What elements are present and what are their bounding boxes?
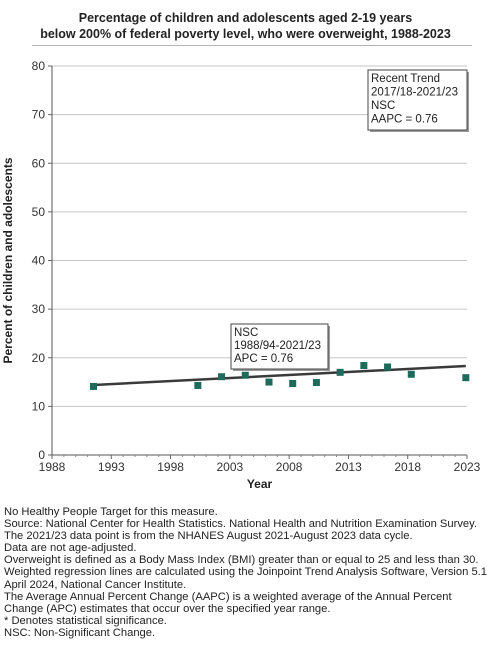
footnote-regression: Weighted regression lines are calculated… (4, 566, 487, 591)
grid-layer (52, 65, 467, 407)
footnote-target: No Healthy People Target for this measur… (4, 506, 218, 518)
overweight-scatter-chart: 0 10 20 30 40 50 60 70 80 1988 1993 1998 2003 2008 201… (1, 59, 481, 491)
y-tick-label: 40 (32, 254, 46, 268)
data-point (312, 379, 320, 387)
footnote-source: Source: National Center for Health Stati… (4, 518, 478, 531)
footnote-significance: * Denotes statistical significance. (4, 614, 167, 627)
data-point (384, 363, 392, 371)
data-point (194, 381, 202, 389)
axis-layer: 0 10 20 30 40 50 60 70 80 1988 1993 1998 2003 2008 201… (32, 59, 481, 474)
annotation-line: AAPC = 0.76 (371, 114, 438, 126)
x-tick-label: 2003 (217, 460, 244, 474)
x-tick-label: 2018 (394, 460, 421, 474)
annotation-box (230, 323, 329, 370)
footnote-data-cycle: The 2021/23 data point is from the NHANE… (4, 530, 413, 543)
point-layer (90, 362, 470, 390)
data-point (289, 380, 297, 388)
chart-title-line-2: below 200% of federal poverty level, who… (40, 27, 451, 41)
chart-title-line-1: Percentage of children and adolescents a… (78, 11, 413, 25)
trend-layer (93, 364, 466, 387)
title-divider (32, 45, 472, 46)
y-tick-label: 10 (32, 399, 46, 413)
y-tick-label: 70 (32, 108, 46, 122)
x-axis-label: Year (247, 477, 273, 491)
data-point (265, 378, 273, 386)
data-point (462, 374, 470, 382)
y-tick-label: 50 (32, 205, 46, 219)
data-point (407, 370, 415, 378)
chart-title: Percentage of children and adolescents a… (0, 10, 491, 42)
y-tick-label: 0 (38, 448, 45, 462)
footnote-overweight-def: Overweight is defined as a Body Mass Ind… (4, 554, 479, 567)
annotation-line: APC = 0.76 (234, 353, 293, 365)
y-tick-label: 80 (32, 59, 46, 73)
x-tick-label: 2013 (335, 460, 362, 474)
annotation-line: 2017/18-2021/23 (371, 87, 458, 99)
footnote-age-adjust: Data are not age-adjusted. (4, 542, 137, 555)
trend-line (93, 364, 466, 387)
y-tick-label: 60 (32, 156, 46, 170)
annotation-line: NSC (371, 100, 395, 112)
footnotes: No Healthy People Target for this measur… (4, 506, 488, 639)
y-tick-label: 20 (32, 351, 46, 365)
data-point (360, 362, 368, 370)
x-tick-label: 1993 (98, 460, 125, 474)
footnote-aapc: The Average Annual Percent Change (AAPC)… (4, 590, 452, 615)
data-point (336, 368, 344, 376)
x-tick-label: 2023 (454, 460, 481, 474)
annotation-box (367, 69, 468, 131)
footnote-nsc: NSC: Non-Significant Change. (4, 626, 156, 639)
y-axis-label: Percent of children and adolescents (1, 157, 15, 363)
annotation-line: Recent Trend (371, 73, 440, 85)
annotation-line: 1988/94-2021/23 (234, 340, 321, 352)
data-point (241, 371, 249, 379)
x-tick-label: 2008 (276, 460, 303, 474)
x-tick-label: 1998 (157, 460, 184, 474)
data-point (218, 373, 226, 381)
x-tick-label: 1988 (39, 460, 66, 474)
annotation-line: NSC (234, 327, 258, 339)
y-tick-label: 30 (32, 302, 46, 316)
data-point (90, 382, 97, 390)
